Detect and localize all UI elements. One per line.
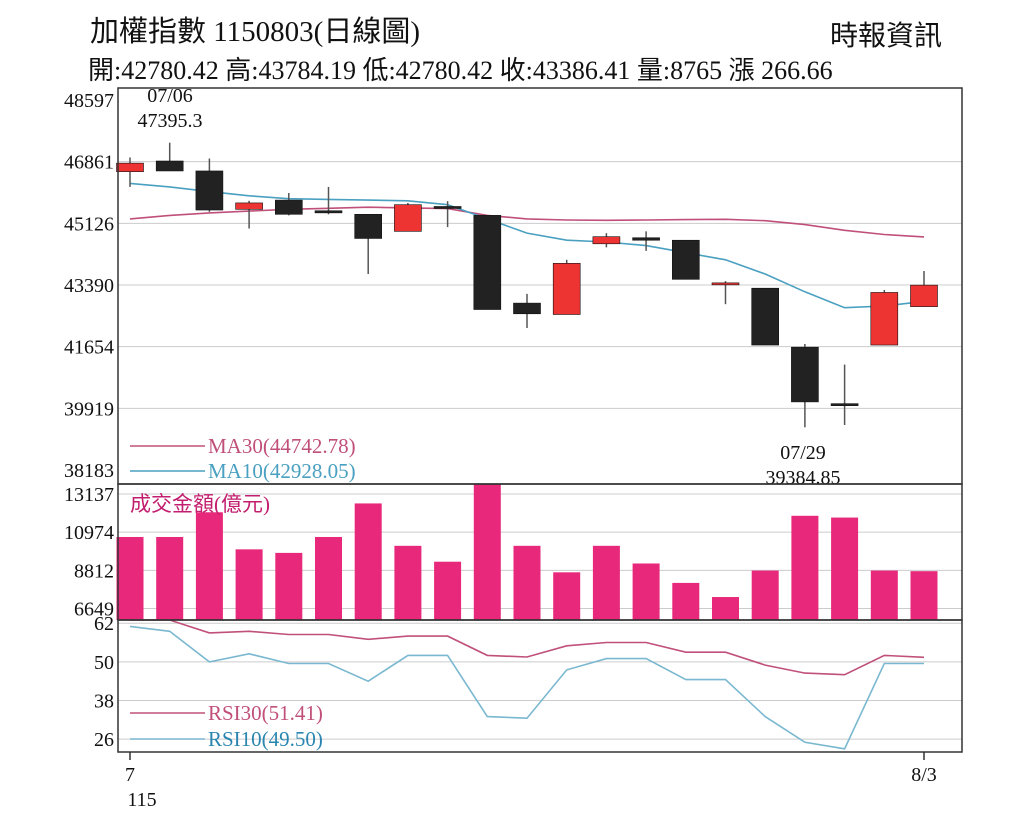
price-tick-label: 46861 [64, 152, 114, 174]
candle-body [830, 403, 859, 406]
rsi-tick-label: 26 [94, 729, 114, 751]
candle-body [433, 206, 462, 209]
volume-bar [116, 536, 144, 620]
volume-panel-title: 成交金額(億元) [130, 492, 270, 516]
rsi-tick-label: 38 [94, 690, 114, 712]
volume-tick-label: 6649 [74, 599, 114, 621]
annotation-low-date: 07/29 [780, 442, 826, 464]
rsi10-legend-label: RSI10(49.50) [208, 727, 323, 751]
rsi30-line [130, 619, 925, 676]
x-tick-label-year: 115 [127, 789, 156, 811]
volume-bar [354, 503, 382, 620]
candle-body [592, 236, 621, 245]
rsi30-legend-label: RSI30(51.41) [208, 701, 323, 725]
candle-body [155, 160, 184, 172]
candle-body [195, 170, 224, 211]
volume-tick-label: 10974 [64, 522, 114, 544]
ma10-line [129, 182, 925, 309]
candle-body [394, 204, 422, 232]
rsi10-line [129, 625, 924, 750]
price-tick-label: 38183 [64, 460, 114, 482]
volume-tick-label: 13137 [64, 484, 114, 506]
volume-bar [553, 572, 581, 620]
price-panel-frame [117, 87, 963, 485]
volume-bar [275, 552, 303, 620]
candle-body [552, 263, 581, 315]
candle-body [274, 199, 303, 215]
volume-bar [394, 545, 422, 620]
volume-bar [712, 597, 739, 620]
volume-bar [195, 512, 223, 620]
volume-bar [156, 536, 184, 620]
price-tick-label: 45126 [64, 213, 114, 235]
candle-body [671, 239, 700, 280]
volume-bar [473, 484, 501, 620]
ma30-legend-label: MA30(44742.78) [208, 434, 356, 458]
volume-bar [592, 545, 620, 620]
rsi-tick-label: 62 [94, 613, 114, 635]
volume-bar [632, 563, 660, 620]
candle-body [314, 210, 343, 214]
candle-body [473, 215, 502, 310]
price-tick-label: 43390 [64, 275, 114, 297]
annotation-low-value: 39384.85 [766, 467, 841, 489]
ohlc-summary: 開:42780.42 高:43784.19 低:42780.42 收:43386… [88, 56, 833, 85]
volume-bar [910, 571, 938, 620]
price-tick-label: 41654 [64, 337, 114, 359]
candle-body [910, 284, 938, 307]
volume-bar [235, 549, 263, 620]
ma10-legend-label: MA10(42928.05) [208, 459, 356, 483]
volume-bar [672, 582, 700, 620]
price-tick-label: 48597 [64, 90, 114, 112]
annotation-high-value: 47395.3 [138, 110, 203, 132]
annotation-high-date: 07/06 [147, 85, 193, 107]
candle-body [235, 202, 263, 210]
ma30-line [129, 206, 925, 238]
candle-body [791, 346, 819, 403]
candle-body [354, 213, 383, 239]
candle-body [870, 292, 899, 346]
volume-bar [434, 561, 462, 620]
rsi-tick-label: 50 [94, 652, 114, 674]
x-tick-label-month: 7 [125, 764, 135, 786]
price-tick-label: 39919 [64, 398, 114, 420]
candle-body [711, 282, 740, 286]
candle-body [513, 302, 541, 315]
rsi-panel-frame [117, 619, 963, 753]
volume-tick-label: 8812 [74, 560, 114, 582]
volume-bar [831, 517, 859, 620]
candle-body [751, 287, 780, 346]
x-tick-label-end: 8/3 [911, 764, 937, 786]
candle-body [116, 162, 144, 172]
chart-title: 加權指數 1150803(日線圖) [90, 16, 420, 48]
volume-bar [870, 570, 898, 620]
volume-bar [751, 570, 779, 620]
volume-bar [315, 536, 342, 620]
volume-bar [791, 515, 819, 620]
candle-body [632, 237, 660, 241]
source-label: 時報資訊 [830, 21, 943, 52]
volume-bar [513, 545, 541, 620]
